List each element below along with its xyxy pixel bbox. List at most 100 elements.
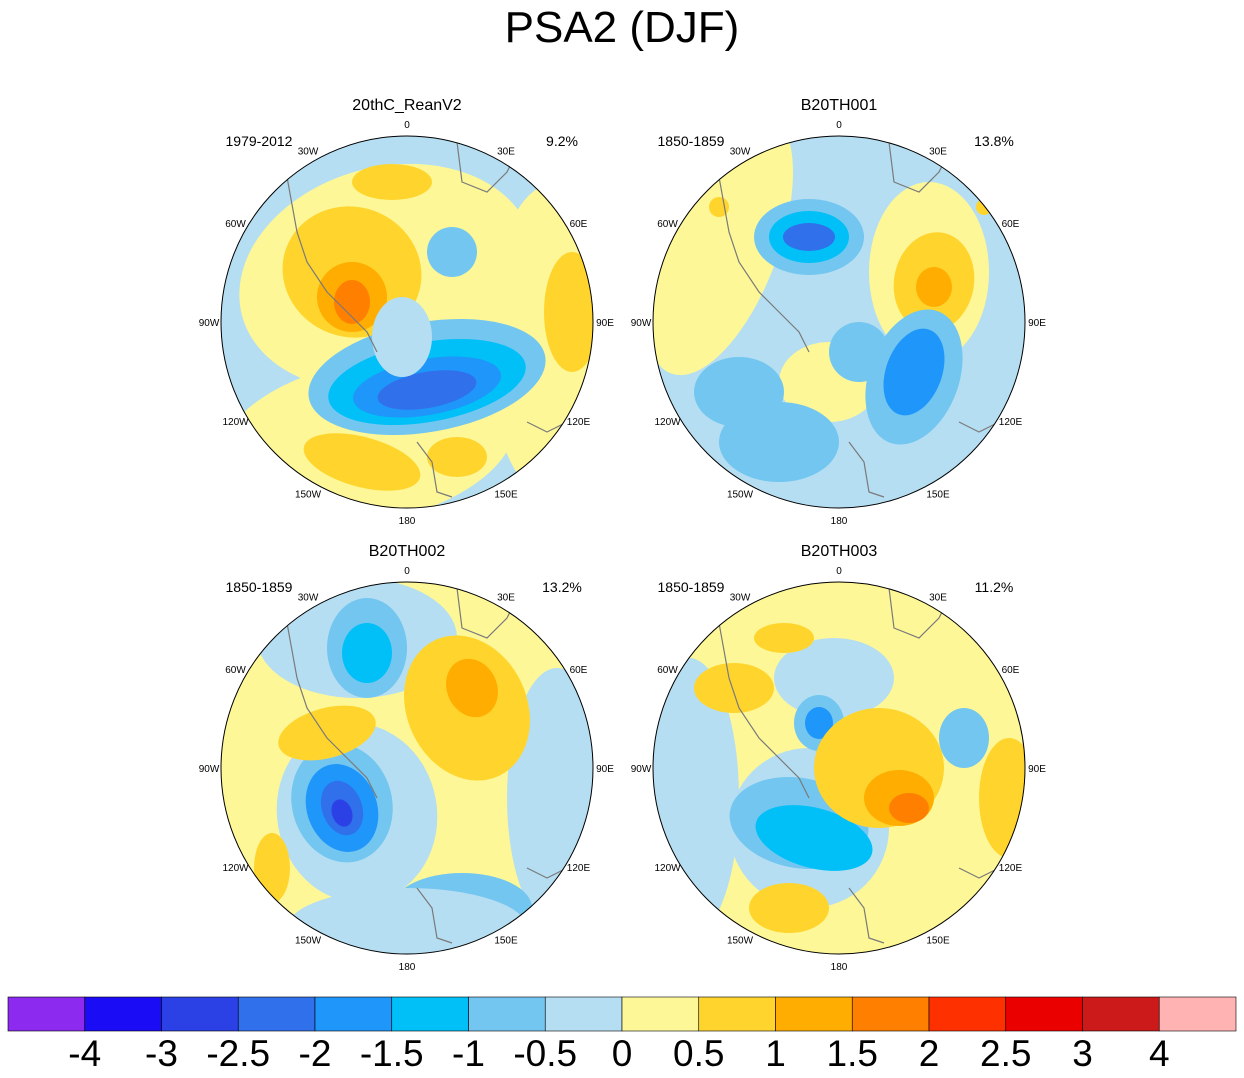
colorbar-swatch xyxy=(7,996,86,1032)
longitude-label: 30W xyxy=(730,147,751,158)
contour-region xyxy=(254,833,290,903)
contour-region xyxy=(446,658,498,718)
coastline xyxy=(848,441,885,498)
longitude-label: 90E xyxy=(596,764,614,775)
panel-variance: 9.2% xyxy=(546,133,578,149)
contour-region xyxy=(694,663,774,713)
contour-region xyxy=(303,433,421,491)
contour-region xyxy=(939,708,989,768)
panel-title: 20thC_ReanV2 xyxy=(352,97,462,114)
panel-variance: 13.8% xyxy=(974,133,1014,149)
longitude-label: 150E xyxy=(494,935,518,946)
panel-period: 1850-1859 xyxy=(658,133,725,149)
contour-region xyxy=(334,280,370,324)
longitude-label: 30W xyxy=(730,593,751,604)
longitude-label: 0 xyxy=(404,120,410,131)
coastline xyxy=(416,887,453,944)
contour-region xyxy=(783,223,835,251)
coastline xyxy=(718,176,810,353)
longitude-label: 90E xyxy=(596,318,614,329)
colorbar-swatch xyxy=(698,996,776,1032)
anomaly-field xyxy=(653,582,1025,954)
longitude-label: 150E xyxy=(926,935,950,946)
colorbar-swatch xyxy=(391,996,469,1032)
map-panel-4: 0 30E 60E 90E 120E 150E 180 150W 120W 90W 60W 30W B2… xyxy=(631,543,1047,973)
longitude-label: 90E xyxy=(1028,318,1046,329)
anomaly-field xyxy=(221,136,593,508)
longitude-label: 180 xyxy=(399,516,416,527)
colorbar-label: 3 xyxy=(1072,1033,1093,1074)
colorbar-label: -1 xyxy=(452,1033,485,1074)
longitude-label: 30E xyxy=(497,593,515,604)
coastline xyxy=(718,622,810,799)
contour-region xyxy=(342,623,392,683)
colorbar-swatch xyxy=(161,996,239,1032)
contour-region xyxy=(755,805,873,871)
longitude-label: 30W xyxy=(298,147,319,158)
map-panel-1: 0 30E 60E 90E 120E 150E 180 150W 120W 90W 60W 30W 20… xyxy=(199,97,615,527)
colorbar-swatch xyxy=(544,996,623,1032)
longitude-label: 60W xyxy=(657,665,678,676)
colorbar-label: 2.5 xyxy=(980,1033,1031,1074)
coastline xyxy=(286,176,378,353)
longitude-label: 60W xyxy=(657,219,678,230)
longitude-label: 150E xyxy=(494,489,518,500)
colorbar-label: -4 xyxy=(68,1033,101,1074)
contour-region xyxy=(331,799,353,827)
contour-region xyxy=(889,793,929,823)
colorbar-swatch xyxy=(1158,996,1237,1032)
colorbar-swatch xyxy=(928,996,1007,1032)
colorbar-swatch xyxy=(84,996,162,1032)
colorbar-label: -2 xyxy=(299,1033,332,1074)
colorbar-label: 0.5 xyxy=(673,1033,724,1074)
panel-title: B20TH002 xyxy=(369,543,446,560)
longitude-label: 120E xyxy=(567,863,591,874)
longitude-label: 60E xyxy=(1002,219,1020,230)
contour-region xyxy=(278,705,376,761)
colorbar-label: 1 xyxy=(765,1033,786,1074)
colorbar-label: 2 xyxy=(919,1033,940,1074)
longitude-label: 180 xyxy=(831,962,848,973)
longitude-label: 120W xyxy=(654,417,681,428)
longitude-label: 120E xyxy=(999,417,1023,428)
longitude-label: 90W xyxy=(631,764,652,775)
colorbar-swatch xyxy=(1005,996,1083,1032)
anomaly-field xyxy=(221,582,593,954)
contour-region xyxy=(427,227,477,277)
longitude-label: 0 xyxy=(836,120,842,131)
longitude-label: 90W xyxy=(199,318,220,329)
map-panel-2: 0 30E 60E 90E 120E 150E 180 150W 120W 90W 60W 30W B2… xyxy=(631,97,1047,527)
contour-region xyxy=(352,164,432,200)
longitude-label: 120W xyxy=(222,863,249,874)
longitude-label: 30E xyxy=(497,147,515,158)
panel-variance: 13.2% xyxy=(542,579,582,595)
longitude-label: 120W xyxy=(654,863,681,874)
panel-period: 1979-2012 xyxy=(226,133,293,149)
longitude-label: 180 xyxy=(399,962,416,973)
longitude-label: 120E xyxy=(999,863,1023,874)
anomaly-field xyxy=(653,136,1025,508)
longitude-label: 90E xyxy=(1028,764,1046,775)
colorbar-swatch xyxy=(775,996,853,1032)
panel-period: 1850-1859 xyxy=(226,579,293,595)
contour-region xyxy=(829,322,889,382)
longitude-label: 60E xyxy=(1002,665,1020,676)
panel-variance: 11.2% xyxy=(975,579,1014,595)
contour-region xyxy=(979,738,1025,858)
colorbar-label: 0 xyxy=(612,1033,633,1074)
longitude-label: 120E xyxy=(567,417,591,428)
colorbar-swatch xyxy=(851,996,930,1032)
colorbar-label: -0.5 xyxy=(513,1033,577,1074)
contour-region xyxy=(719,402,839,482)
colorbar-label: -1.5 xyxy=(360,1033,424,1074)
map-boundary xyxy=(652,581,1026,955)
contour-region xyxy=(427,437,487,477)
longitude-label: 150W xyxy=(727,935,754,946)
contour-region xyxy=(372,297,432,377)
longitude-label: 90W xyxy=(199,764,220,775)
contour-region xyxy=(749,883,829,933)
panel-title: B20TH001 xyxy=(801,97,878,114)
contour-region xyxy=(805,707,833,739)
contour-region xyxy=(883,328,945,416)
